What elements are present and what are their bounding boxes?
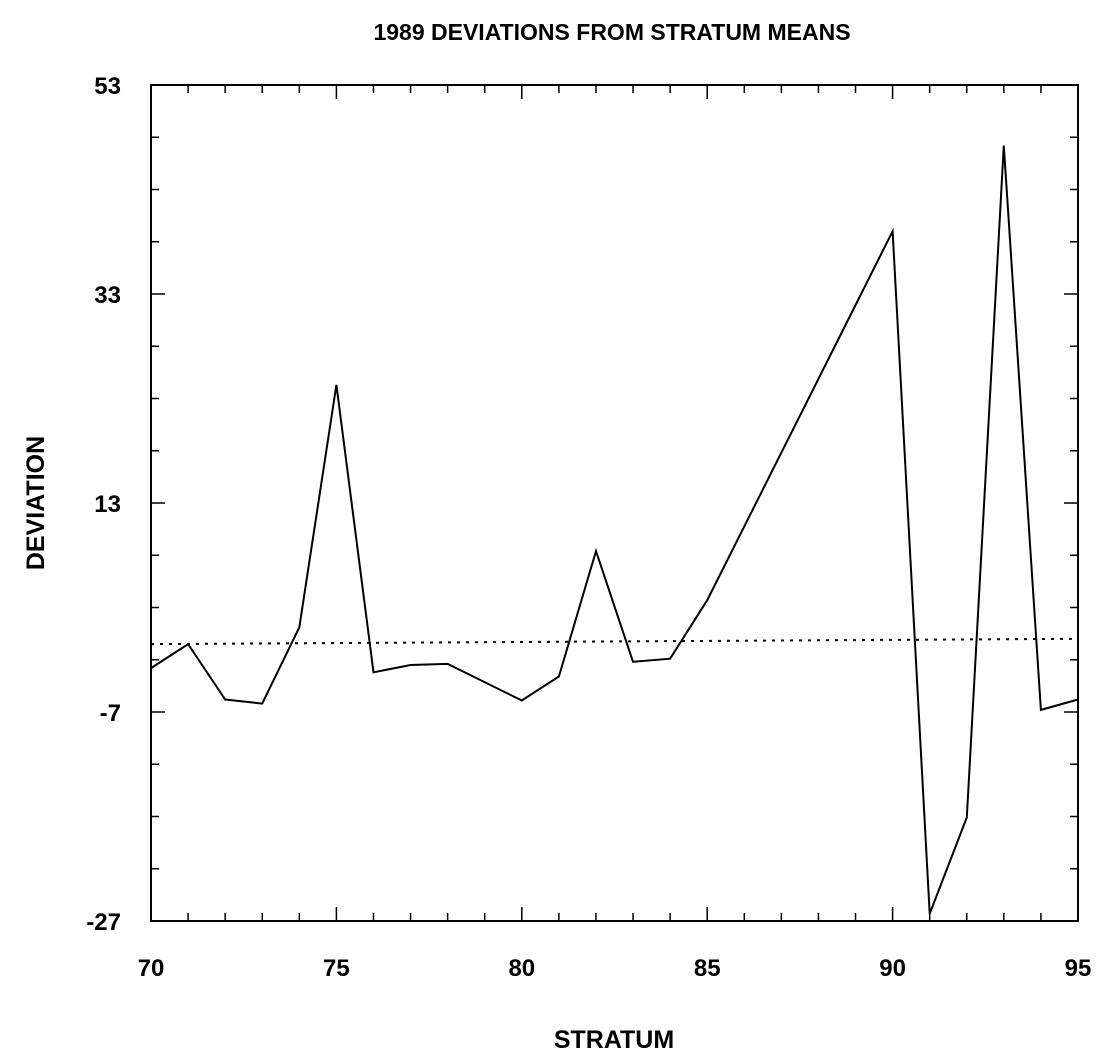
tick-labels: 70 75 80 85 90 95 -27 -7 13 33 53 <box>86 73 1091 982</box>
series-layer <box>150 145 1079 915</box>
x-tick-label: 75 <box>323 955 350 982</box>
y-tick-label: -27 <box>86 909 121 936</box>
x-tick-label: 95 <box>1065 955 1092 982</box>
tick-marks <box>150 84 1079 922</box>
x-tick-label: 85 <box>694 955 721 982</box>
plot-frame <box>150 84 1079 922</box>
y-tick-label: -7 <box>100 700 121 727</box>
reference-line <box>150 637 1079 646</box>
deviation-series-line <box>150 145 1079 915</box>
y-tick-label: 33 <box>94 282 121 309</box>
x-tick-label: 90 <box>879 955 906 982</box>
x-tick-label: 80 <box>508 955 535 982</box>
x-axis-label: STRATUM <box>554 1026 674 1054</box>
y-tick-label: 53 <box>94 73 121 100</box>
chart-title: 1989 DEVIATIONS FROM STRATUM MEANS <box>373 19 850 45</box>
x-tick-label: 70 <box>138 955 165 982</box>
y-axis-label: DEVIATION <box>22 436 50 570</box>
y-tick-label: 13 <box>94 491 121 518</box>
